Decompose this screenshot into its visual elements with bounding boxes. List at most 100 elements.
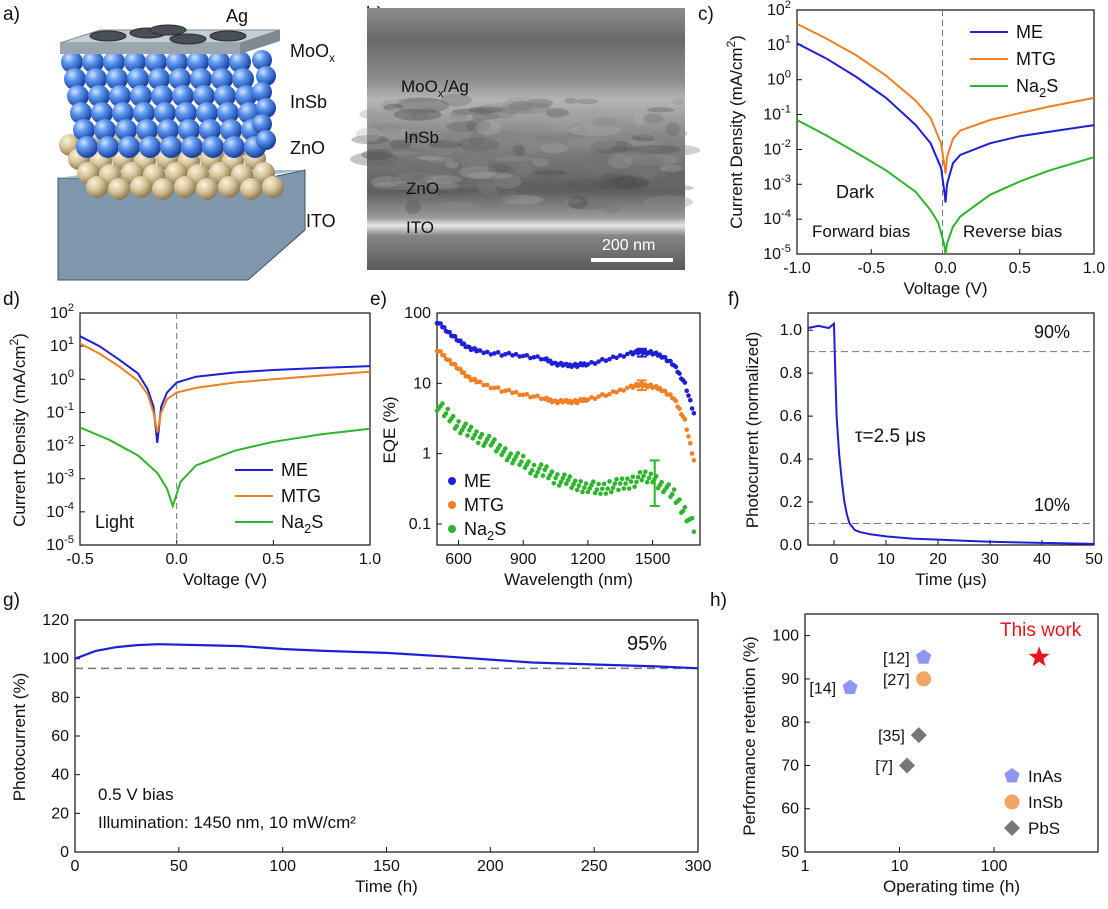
data-point-na2s xyxy=(635,474,641,480)
sem-grain xyxy=(389,140,412,149)
x-tick-label: 600 xyxy=(445,551,472,568)
chart-f-transient: 0 10 20 30 40 50 0.0 0.2 0.4 0.6 0.8 1.0 Time (μs) Ph… xyxy=(743,312,1103,589)
data-point-na2s xyxy=(497,443,503,448)
sem-grain xyxy=(426,157,454,164)
data-point-mtg xyxy=(662,388,668,394)
data-point-mtg xyxy=(673,398,679,404)
y-tick-label: 10-1 xyxy=(46,401,74,421)
sem-grain xyxy=(501,194,544,205)
data-point-na2s xyxy=(544,464,549,469)
data-point-me xyxy=(495,350,501,355)
x-tick-label: 30 xyxy=(981,551,999,568)
y-tick-label: 10-2 xyxy=(763,138,791,158)
y-axis-label: EQE (%) xyxy=(380,396,399,463)
x-axis-label: Wavelength (nm) xyxy=(504,570,633,589)
x-tick-label: 1500 xyxy=(635,551,671,568)
data-point-na2s xyxy=(600,486,605,492)
legend-swatch-mtg xyxy=(448,501,456,509)
data-point-me xyxy=(600,357,605,362)
y-tick-label: 10-5 xyxy=(763,243,791,263)
data-point-na2s xyxy=(556,483,562,488)
sem-grain xyxy=(383,103,404,112)
chart-d-light-jv: -0.5 0.0 0.5 1.0 10-5 10-4 10-3 10-2 10-1 100 101 1… xyxy=(7,302,381,589)
y-axis-label: Current Density (mA/cm2) xyxy=(724,35,746,229)
data-point-na2s xyxy=(574,487,580,493)
panel-label-c: c) xyxy=(698,4,714,25)
data-point-na2s xyxy=(565,477,571,483)
insb-nanoparticle xyxy=(115,119,137,141)
data-point-mtg xyxy=(585,397,591,402)
data-point-mtg xyxy=(689,451,695,456)
sem-grain xyxy=(495,200,516,210)
sem-grain xyxy=(385,106,435,120)
x-tick-label: -0.5 xyxy=(857,260,885,277)
data-point-na2s xyxy=(562,472,567,478)
data-point-na2s xyxy=(519,459,524,464)
series-line-me xyxy=(796,42,1095,203)
data-point-me xyxy=(614,355,619,361)
moox-layer-side xyxy=(240,30,280,54)
data-point-na2s xyxy=(479,431,485,437)
x-axis-label: Time (h) xyxy=(355,877,418,896)
data-point-na2s xyxy=(526,459,531,464)
x-tick-label: 0.0 xyxy=(166,551,188,568)
sem-grain xyxy=(519,102,552,109)
legend-label-me: ME xyxy=(464,471,491,491)
data-point-na2s xyxy=(607,479,612,484)
insb-nanoparticle xyxy=(256,130,276,150)
data-point-na2s xyxy=(623,481,628,486)
sem-grain xyxy=(461,156,489,171)
x-axis-label: Operating time (h) xyxy=(883,877,1020,896)
data-point-me xyxy=(607,356,612,362)
data-point-na2s xyxy=(535,469,540,475)
x-tick-label: 300 xyxy=(685,858,712,875)
y-tick-label: 102 xyxy=(767,0,791,19)
data-point-mtg xyxy=(528,394,533,400)
legend-label-mtg: MTG xyxy=(281,486,321,506)
y-tick-label: 20 xyxy=(51,805,69,822)
x-tick-label: 0.5 xyxy=(1009,260,1031,277)
data-point-mtg xyxy=(684,427,689,433)
y-tick-label: 100 xyxy=(404,305,431,322)
series-line-mtg xyxy=(796,23,1095,174)
insb-nanoparticle xyxy=(151,85,173,107)
data-point-na2s xyxy=(555,472,560,477)
sem-grain xyxy=(355,127,382,142)
data-point-me xyxy=(503,352,508,357)
data-point-na2s xyxy=(639,477,645,483)
y-tick-label: 0.1 xyxy=(409,516,431,533)
x-tick-label: -0.5 xyxy=(66,551,94,568)
sem-grain xyxy=(466,177,513,188)
x-tick-label: 900 xyxy=(510,551,537,568)
x-tick-label: 1200 xyxy=(570,551,606,568)
sem-grain xyxy=(479,106,517,119)
y-tick-label: 60 xyxy=(51,728,69,745)
sem-grain xyxy=(445,161,459,169)
data-point-na2s xyxy=(456,419,461,424)
data-point-na2s xyxy=(610,485,616,491)
sem-grain xyxy=(643,195,694,209)
data-point-me xyxy=(684,388,689,394)
x-tick-label: 1.0 xyxy=(359,551,381,568)
data-point-mtg xyxy=(495,385,501,390)
sem-grain xyxy=(394,171,438,184)
data-point-na2s xyxy=(682,505,688,510)
y-tick-label: 0.8 xyxy=(780,365,802,382)
y-tick-label: 10-2 xyxy=(46,434,74,454)
data-point-na2s xyxy=(503,446,508,451)
legend-label-inas: InAs xyxy=(1028,767,1062,786)
sem-grain xyxy=(440,93,472,107)
insb-nanoparticle xyxy=(196,102,218,124)
data-point-mtg xyxy=(461,370,467,375)
data-point-me xyxy=(517,354,522,359)
data-point-mtg xyxy=(513,389,519,395)
panel-label-e: e) xyxy=(370,289,387,310)
data-point-na2s xyxy=(670,491,675,497)
annotation-reverse-bias: Reverse bias xyxy=(963,222,1062,241)
data-point-inas xyxy=(916,649,932,664)
sem-grain xyxy=(531,158,550,167)
data-point-na2s xyxy=(472,432,478,438)
data-point-na2s xyxy=(538,462,544,467)
data-point-na2s xyxy=(468,424,474,430)
